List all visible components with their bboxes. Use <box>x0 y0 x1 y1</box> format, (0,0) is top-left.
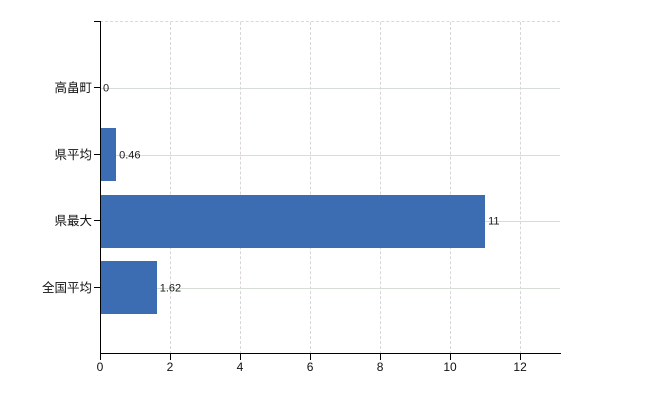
y-axis-tick <box>94 153 100 155</box>
vertical-gridline <box>520 22 522 354</box>
horizontal-gridline <box>100 287 560 289</box>
vertical-gridline <box>170 22 171 354</box>
vertical-gridline <box>310 22 312 354</box>
x-tick-label: 0 <box>96 360 104 374</box>
x-axis-tick <box>240 354 242 360</box>
x-tick-label: 4 <box>236 360 244 374</box>
x-tick-label: 2 <box>166 360 174 374</box>
x-axis-line <box>100 353 561 354</box>
y-axis-line <box>100 21 101 353</box>
x-axis-tick <box>450 354 452 360</box>
y-axis-top-tick <box>94 21 100 22</box>
value-label: 1.62 <box>159 282 182 295</box>
value-label: 11 <box>488 215 500 228</box>
bar <box>100 194 486 248</box>
x-axis-tick <box>380 354 382 360</box>
category-label: 県最大 <box>54 213 92 228</box>
bar <box>100 128 117 182</box>
bar <box>100 261 157 315</box>
y-axis-tick <box>94 286 100 288</box>
y-axis-tick <box>94 87 100 89</box>
category-label: 県平均 <box>54 147 92 162</box>
x-axis-tick <box>100 354 101 360</box>
x-axis-tick <box>520 354 522 360</box>
value-label: 0 <box>103 82 110 95</box>
plot-area: 0 0.46 11 1.62 <box>100 21 560 354</box>
x-tick-label: 10 <box>443 360 457 374</box>
x-axis-tick <box>170 354 171 360</box>
x-tick-label: 12 <box>513 360 527 374</box>
horizontal-gridline <box>100 88 560 90</box>
x-tick-label: 8 <box>376 360 384 374</box>
x-tick-label: 6 <box>306 360 314 374</box>
x-axis-tick <box>310 354 312 360</box>
value-label: 0.46 <box>119 149 141 162</box>
horizontal-gridline <box>100 154 560 156</box>
category-label: 全国平均 <box>41 280 92 295</box>
vertical-gridline <box>380 22 382 354</box>
category-label: 高畠町 <box>54 81 92 96</box>
y-axis-tick <box>94 220 100 222</box>
vertical-gridline <box>240 22 242 354</box>
vertical-gridline <box>450 22 452 354</box>
